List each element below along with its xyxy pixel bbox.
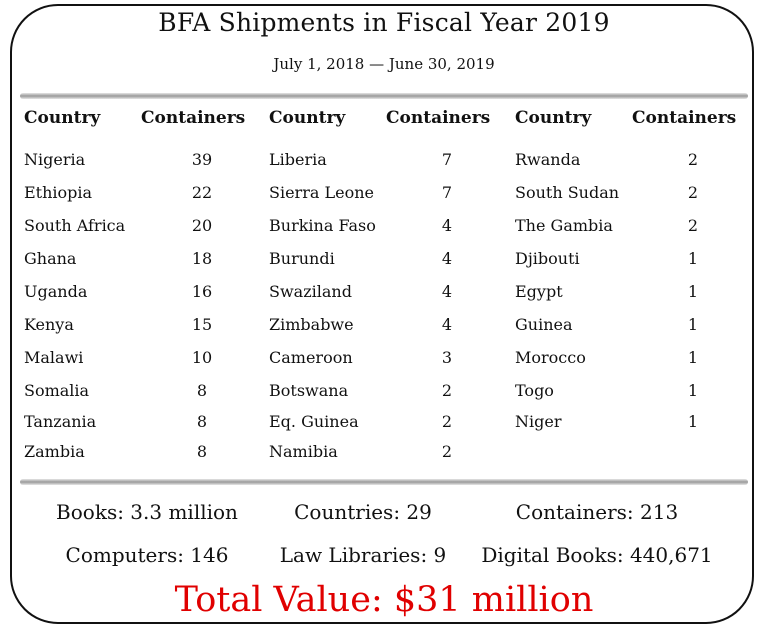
container-count: 16	[191, 282, 213, 301]
country-name: Guinea	[515, 315, 573, 334]
country-name: Swaziland	[269, 282, 352, 301]
country-name: Somalia	[24, 381, 90, 400]
container-count: 1	[687, 315, 699, 334]
country-name: Burkina Faso	[269, 216, 376, 235]
country-name: Zambia	[24, 442, 85, 461]
country-header: Country	[269, 108, 346, 128]
country-name: Ethiopia	[24, 183, 93, 202]
containers-header: Containers	[141, 108, 246, 128]
country-name: Liberia	[269, 150, 327, 169]
country-name: Egypt	[515, 282, 563, 301]
container-count: 4	[441, 282, 453, 301]
country-name: Djibouti	[515, 249, 580, 268]
date-range: July 1, 2018 — June 30, 2019	[273, 55, 495, 73]
container-count: 22	[191, 183, 213, 202]
country-name: Malawi	[24, 348, 84, 367]
container-count: 3	[441, 348, 453, 367]
containers-header: Containers	[632, 108, 737, 128]
top-divider	[20, 93, 748, 99]
container-count: 8	[196, 412, 208, 431]
country-name: South Sudan	[515, 183, 620, 202]
total-value: Total Value: $31 million	[174, 580, 594, 620]
container-count: 1	[687, 381, 699, 400]
container-count: 8	[196, 442, 208, 461]
container-count: 2	[441, 412, 453, 431]
container-count: 39	[191, 150, 213, 169]
country-name: Zimbabwe	[269, 315, 354, 334]
container-count: 1	[687, 249, 699, 268]
container-count: 15	[191, 315, 213, 334]
country-name: Namibia	[269, 442, 338, 461]
container-count: 1	[687, 282, 699, 301]
country-name: Nigeria	[24, 150, 86, 169]
card-border	[10, 4, 754, 624]
container-count: 4	[441, 216, 453, 235]
containers-header: Containers	[386, 108, 491, 128]
container-count: 2	[687, 183, 699, 202]
country-name: Rwanda	[515, 150, 581, 169]
country-name: Tanzania	[24, 412, 97, 431]
country-name: Burundi	[269, 249, 335, 268]
country-name: Botswana	[269, 381, 349, 400]
container-count: 2	[687, 216, 699, 235]
country-header: Country	[515, 108, 592, 128]
containers-stat: Containers: 213	[515, 500, 679, 524]
container-count: 2	[441, 442, 453, 461]
country-name: Ghana	[24, 249, 77, 268]
countries-stat: Countries: 29	[294, 500, 432, 524]
country-name: Niger	[515, 412, 562, 431]
container-count: 10	[191, 348, 213, 367]
country-name: Uganda	[24, 282, 88, 301]
container-count: 4	[441, 315, 453, 334]
law-libraries-stat: Law Libraries: 9	[279, 543, 447, 567]
container-count: 8	[196, 381, 208, 400]
country-name: Cameroon	[269, 348, 353, 367]
container-count: 2	[687, 150, 699, 169]
container-count: 1	[687, 412, 699, 431]
container-count: 20	[191, 216, 213, 235]
container-count: 7	[441, 183, 453, 202]
container-count: 1	[687, 348, 699, 367]
bottom-divider	[20, 479, 748, 485]
page-title: BFA Shipments in Fiscal Year 2019	[158, 8, 610, 37]
country-header: Country	[24, 108, 101, 128]
country-name: The Gambia	[515, 216, 613, 235]
container-count: 4	[441, 249, 453, 268]
container-count: 2	[441, 381, 453, 400]
computers-stat: Computers: 146	[65, 543, 229, 567]
container-count: 7	[441, 150, 453, 169]
country-name: Sierra Leone	[269, 183, 374, 202]
country-name: Morocco	[515, 348, 586, 367]
container-count: 18	[191, 249, 213, 268]
country-name: Togo	[515, 381, 554, 400]
country-name: Kenya	[24, 315, 74, 334]
digital-books-stat: Digital Books: 440,671	[481, 543, 713, 567]
books-stat: Books: 3.3 million	[56, 500, 238, 524]
country-name: South Africa	[24, 216, 126, 235]
country-name: Eq. Guinea	[269, 412, 359, 431]
